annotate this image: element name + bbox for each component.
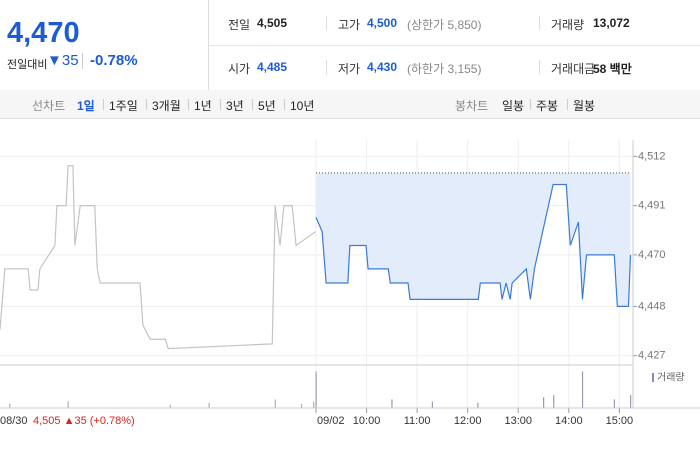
stat-label: 시가 (228, 62, 251, 76)
area (316, 172, 631, 307)
volume-bar (208, 402, 210, 408)
volume-bar (67, 401, 69, 408)
divider (220, 99, 221, 110)
candle-tab[interactable]: 일봉 (502, 99, 525, 113)
period-tab[interactable]: 3개월 (152, 99, 181, 113)
x-tick-label: 08/30 (0, 415, 28, 427)
stat-label: 거래대금 (551, 62, 596, 76)
stat-label: 전일 (228, 18, 251, 32)
volume-bar (477, 402, 479, 408)
volume-bar (629, 395, 632, 408)
prev-day-note: 4,505 ▲35 (+0.78%) (33, 415, 135, 427)
stat-label: 고가 (338, 18, 361, 32)
divider (539, 16, 540, 30)
change-pct: -0.78% (90, 52, 138, 69)
period-tab[interactable]: 3년 (226, 99, 244, 113)
period-tab[interactable]: 1주일 (109, 99, 138, 113)
divider (188, 99, 189, 110)
volume-bar (300, 403, 303, 408)
candle-tab[interactable]: 월봉 (573, 99, 596, 113)
stat-note: (하한가 3,155) (407, 62, 482, 76)
tab-bar: 선차트 1일 1주일 3개월 1년 3년 5년 10년 봉차트 일봉 주봉 월봉 (0, 90, 700, 119)
candle-tab[interactable]: 주봉 (536, 99, 559, 113)
y-tick-label: 4,512 (638, 150, 666, 162)
y-tick-label: 4,448 (638, 300, 666, 312)
price-line (0, 165, 317, 350)
stat-value: 4,430 (367, 60, 398, 74)
divider (252, 99, 253, 110)
price-line (315, 183, 632, 308)
change: ▼35 (47, 52, 79, 69)
legend-label: 거래량 (657, 372, 685, 384)
volume-bar (553, 395, 555, 408)
y-tick-label: 4,491 (638, 200, 666, 212)
stat-label: 저가 (338, 62, 361, 76)
tab-group-label: 봉차트 (455, 99, 489, 113)
volume-bar (315, 371, 317, 408)
divider (326, 16, 327, 30)
x-tick-label: 14:00 (555, 415, 583, 427)
divider (146, 99, 147, 110)
header: 4,470 전일대비 ▼35 -0.78% 전일 4,505 고가 4,500 (상한가… (0, 0, 700, 91)
stat-label: 거래량 (551, 18, 585, 32)
volume-bar (391, 399, 393, 408)
x-tick-label: 12:00 (454, 415, 482, 427)
divider (208, 45, 700, 46)
y-tick-label: 4,470 (638, 249, 666, 261)
stat-value: 13,072 (593, 16, 630, 30)
period-tab[interactable]: 10년 (290, 99, 315, 113)
stat-value: 4,505 (257, 16, 288, 30)
divider (326, 60, 327, 74)
divider (82, 53, 83, 69)
stat-value: 58 백만 (593, 62, 632, 76)
change-label: 전일대비 (7, 59, 48, 71)
volume-bar (169, 404, 171, 408)
x-tick-label: 10:00 (353, 415, 381, 427)
price: 4,470 (7, 17, 80, 49)
divider (530, 99, 531, 110)
x-tick-label: 11:00 (404, 415, 431, 427)
stat-value: 4,500 (367, 16, 398, 30)
volume-bar (581, 371, 584, 408)
y-tick-label: 4,427 (638, 350, 666, 362)
divider (284, 99, 285, 110)
volume-bar (313, 401, 315, 408)
period-tab[interactable]: 1일 (77, 99, 95, 113)
divider (539, 60, 540, 74)
volume-bar (543, 397, 545, 408)
divider (567, 99, 568, 110)
volume-bar (613, 399, 616, 408)
x-tick-label: 15:00 (606, 415, 634, 427)
period-tab[interactable]: 1년 (194, 99, 212, 113)
tab-group-label: 선차트 (32, 99, 66, 113)
x-tick-label: 09/02 (317, 415, 345, 427)
stat-note: (상한가 5,850) (407, 18, 482, 32)
x-tick-label: 13:00 (504, 415, 532, 427)
period-tab[interactable]: 5년 (258, 99, 276, 113)
volume-bar (9, 403, 11, 408)
divider (103, 99, 104, 110)
stat-value: 4,485 (257, 60, 288, 74)
legend-swatch (652, 373, 654, 382)
volume-bar (274, 399, 276, 408)
volume-bar (431, 401, 433, 408)
